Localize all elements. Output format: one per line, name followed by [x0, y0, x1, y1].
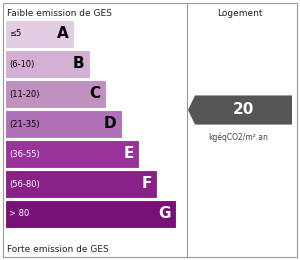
Text: D: D [104, 116, 117, 132]
Bar [5, 50, 89, 78]
Text: G: G [158, 206, 171, 222]
Text: Faible emission de GES: Faible emission de GES [7, 9, 112, 18]
Text: F: F [142, 177, 152, 192]
Text: (21-35): (21-35) [9, 120, 40, 128]
Text: 20: 20 [233, 102, 254, 118]
Bar [5, 170, 157, 198]
Bar [5, 200, 176, 228]
Text: B: B [73, 56, 85, 72]
Text: kgéqCO2/m².an: kgéqCO2/m².an [208, 132, 268, 141]
Text: E: E [124, 146, 134, 161]
Polygon shape [188, 95, 292, 125]
Text: (56-80): (56-80) [9, 179, 40, 188]
Text: Forte emission de GES: Forte emission de GES [7, 245, 109, 254]
Bar [5, 110, 122, 138]
Text: C: C [89, 87, 100, 101]
Text: > 80: > 80 [9, 210, 29, 218]
Text: (36-55): (36-55) [9, 150, 40, 159]
Text: (6-10): (6-10) [9, 60, 34, 68]
Text: A: A [57, 27, 68, 42]
Bar [5, 80, 106, 108]
Text: ≤5: ≤5 [9, 29, 21, 38]
Bar [5, 20, 73, 48]
Text: (11-20): (11-20) [9, 89, 40, 99]
Bar [5, 140, 140, 168]
Text: Logement: Logement [217, 9, 263, 18]
